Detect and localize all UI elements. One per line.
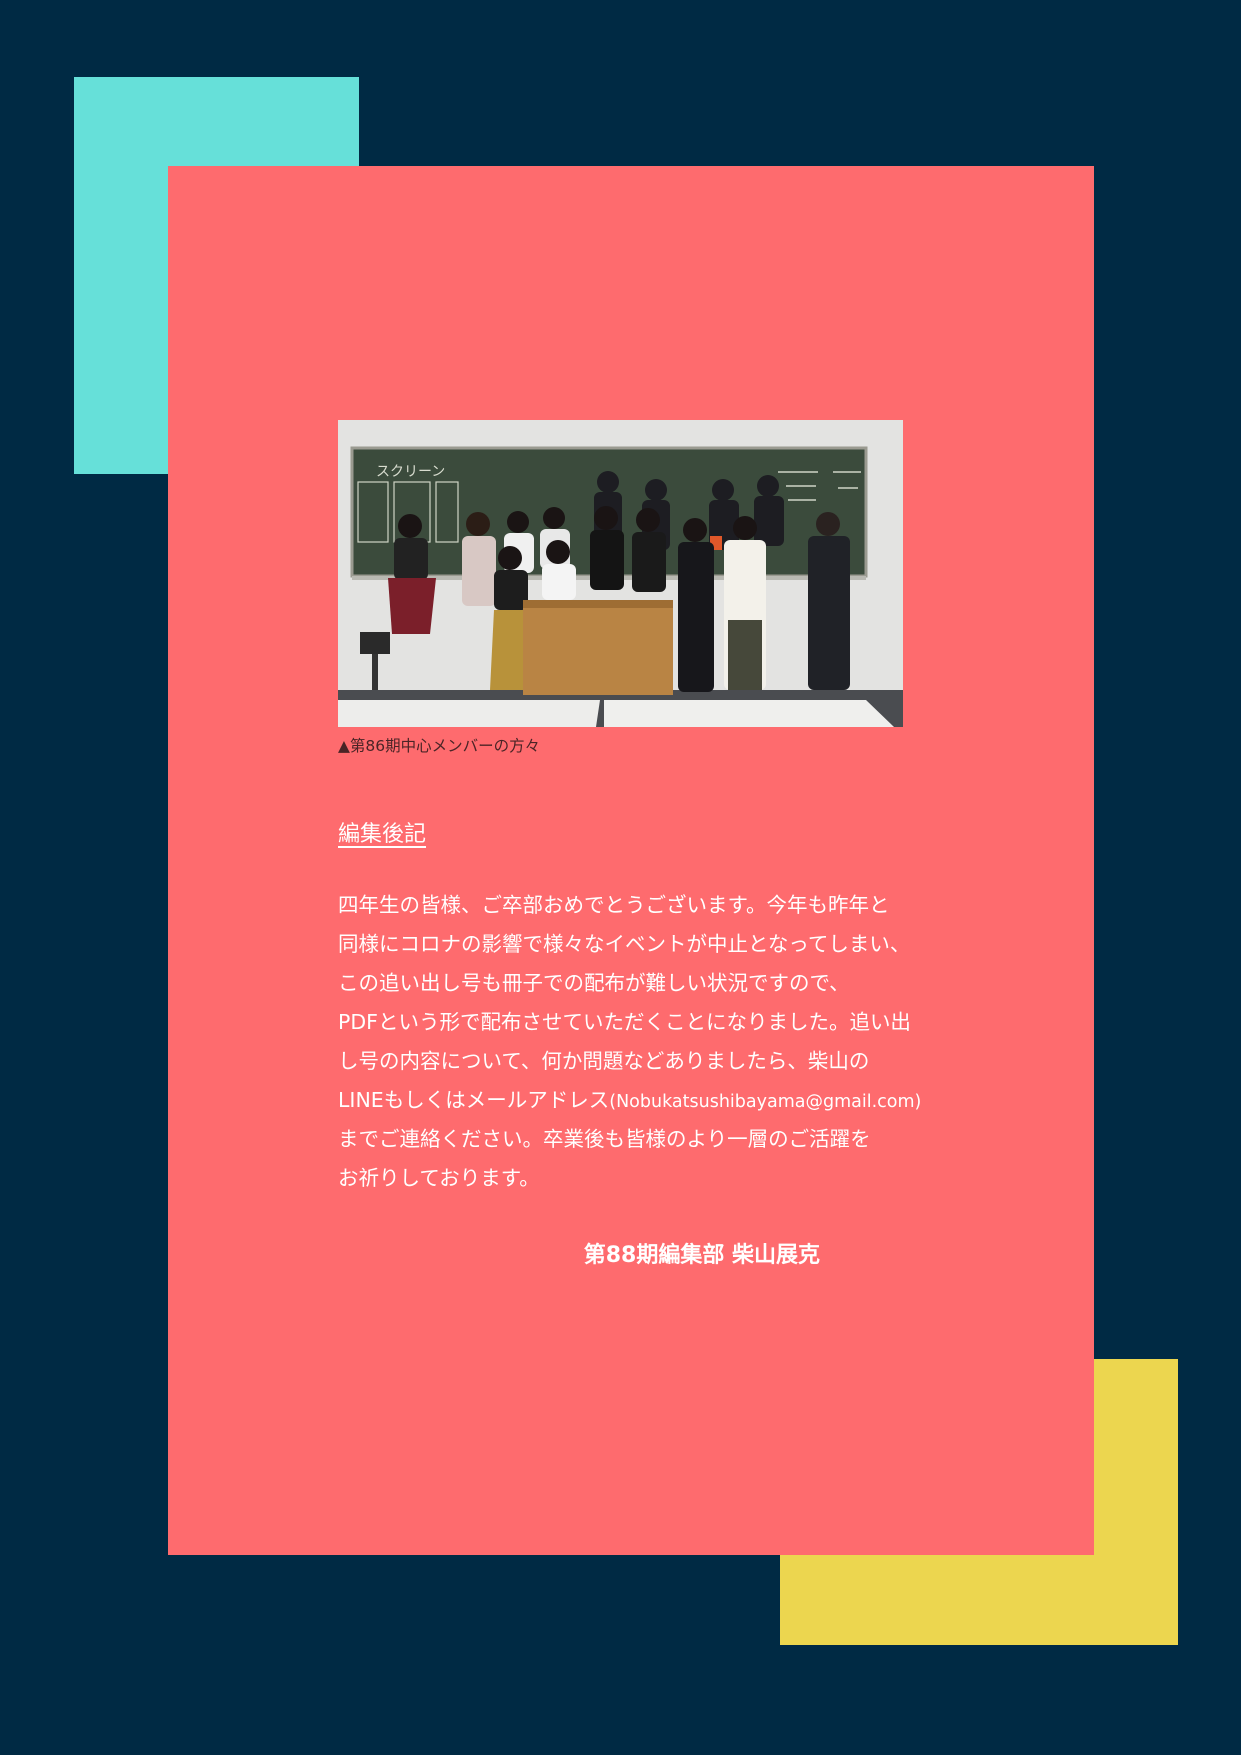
contact-email: (Nobukatsushibayama@gmail.com) [609, 1092, 922, 1112]
contact-line: LINEもしくはメールアドレス(Nobukatsushibayama@gmail… [338, 1081, 938, 1120]
signature: 第88期編集部 柴山展克 [583, 1243, 820, 1268]
section-heading: 編集後記 [338, 822, 427, 847]
afterword-body: 四年生の皆様、ご卒部おめでとうございます。今年も昨年と 同様にコロナの影響で様々… [338, 886, 938, 1198]
contact-prefix: LINEもしくはメールアドレス [338, 1088, 610, 1112]
body-line: し号の内容について、何か問題などありましたら、柴山の [338, 1049, 870, 1073]
chalkboard-text: スクリーン [376, 464, 445, 480]
photo-caption: ▲第86期中心メンバーの方々 [338, 737, 541, 755]
group-photo-image: スクリーン [338, 420, 903, 727]
body-line: お祈りしております。 [338, 1166, 540, 1190]
group-photo: スクリーン [338, 420, 903, 727]
body-line: PDFという形で配布させていただくことになりました。追い出 [338, 1010, 911, 1034]
content-card: スクリーン [168, 166, 1094, 1555]
body-line: この追い出し号も冊子での配布が難しい状況ですので、 [338, 971, 850, 995]
body-line: までご連絡ください。卒業後も皆様のより一層のご活躍を [338, 1127, 871, 1151]
body-line: 四年生の皆様、ご卒部おめでとうございます。今年も昨年と [338, 893, 890, 917]
body-line: 同様にコロナの影響で様々なイベントが中止となってしまい、 [338, 932, 911, 956]
